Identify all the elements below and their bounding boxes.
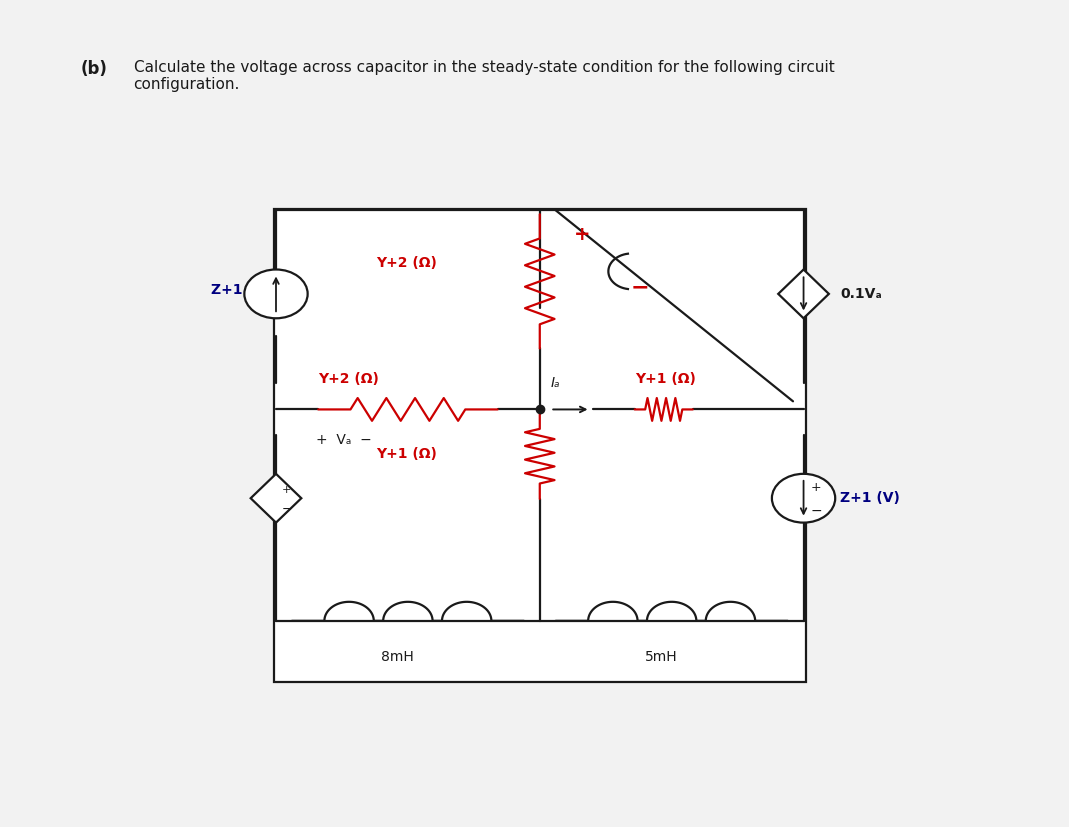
Text: −: −	[631, 278, 649, 298]
Text: −: −	[281, 503, 292, 516]
Text: Y+2 (Ω): Y+2 (Ω)	[376, 256, 437, 270]
FancyBboxPatch shape	[274, 208, 806, 681]
Text: +: +	[811, 481, 822, 495]
Text: Y+1 (Ω): Y+1 (Ω)	[376, 447, 437, 461]
Polygon shape	[778, 270, 828, 318]
Text: Z+1 (A): Z+1 (A)	[211, 283, 270, 297]
Text: +: +	[574, 225, 590, 244]
Circle shape	[772, 474, 835, 523]
Text: +  Vₐ  −: + Vₐ −	[316, 433, 372, 447]
Text: 0.1Vₐ: 0.1Vₐ	[840, 287, 882, 301]
Text: Z+1 (V): Z+1 (V)	[840, 491, 900, 505]
Text: (b): (b)	[81, 60, 108, 78]
Text: Y+1 (Ω): Y+1 (Ω)	[635, 371, 696, 385]
Text: Y+2 (Ω): Y+2 (Ω)	[319, 371, 379, 385]
Text: −: −	[810, 504, 822, 518]
Text: Calculate the voltage across capacitor in the steady-state condition for the fol: Calculate the voltage across capacitor i…	[134, 60, 834, 92]
Text: +: +	[282, 485, 291, 495]
Circle shape	[245, 270, 308, 318]
Text: Iₐ: Iₐ	[551, 376, 560, 390]
Polygon shape	[250, 474, 301, 523]
Text: 5mH: 5mH	[645, 650, 678, 664]
Text: 8mH: 8mH	[381, 650, 414, 664]
Text: Iₐ: Iₐ	[261, 491, 270, 505]
